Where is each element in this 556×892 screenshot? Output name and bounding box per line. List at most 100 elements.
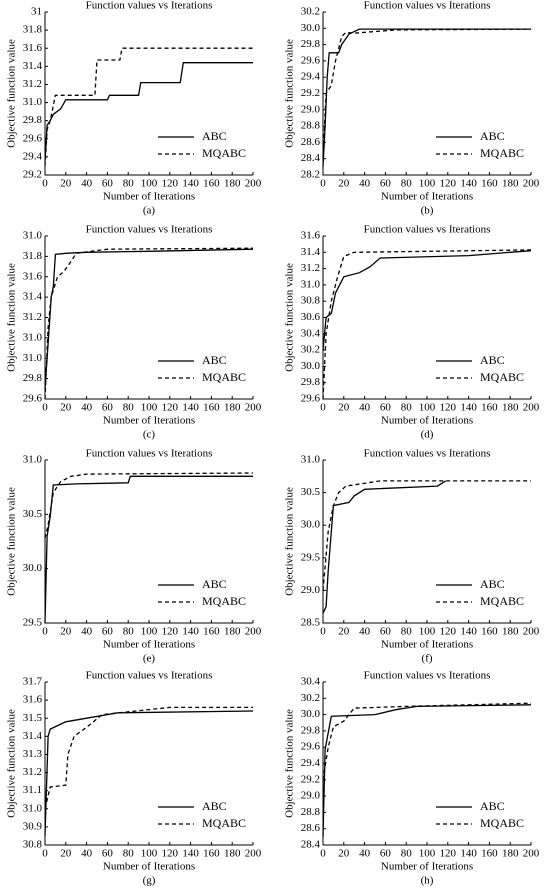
- series-line: [322, 250, 532, 351]
- series-line: [322, 249, 532, 400]
- y-tick-label: 29.5: [301, 551, 321, 563]
- chart-title: Function values vs Iterations: [364, 0, 491, 12]
- y-tick-label: 31.0: [23, 96, 43, 108]
- y-tick-label: 30.2: [301, 692, 320, 704]
- x-tick-label: 60: [102, 626, 114, 638]
- y-tick-label: 29.4: [23, 150, 43, 162]
- x-tick-label: 160: [481, 848, 498, 860]
- y-tick-label: 30.9: [23, 820, 43, 832]
- x-tick-label: 20: [60, 402, 72, 414]
- x-tick-label: 0: [42, 178, 48, 190]
- x-tick-label: 80: [401, 626, 413, 638]
- x-tick-label: 140: [182, 178, 199, 190]
- y-tick-label: 31.3: [23, 748, 43, 760]
- y-tick-label: 29.2: [301, 773, 320, 785]
- x-tick-label: 0: [42, 626, 48, 638]
- y-tick-label: 30.0: [23, 562, 43, 574]
- x-tick-label: 40: [81, 848, 93, 860]
- y-tick-label: 31.1: [23, 784, 42, 796]
- series-line: [44, 475, 253, 624]
- y-tick-label: 31.6: [23, 694, 43, 706]
- x-tick-label: 40: [359, 626, 371, 638]
- y-tick-label: 28.2: [301, 169, 320, 181]
- x-tick-label: 40: [81, 402, 93, 414]
- chart-title: Function values vs Iterations: [86, 670, 213, 682]
- legend-label: MQABC: [480, 594, 524, 608]
- y-tick-label: 31.0: [301, 454, 321, 466]
- x-tick-label: 80: [123, 848, 135, 860]
- y-tick-label: 31: [31, 6, 42, 18]
- y-tick-label: 29.6: [23, 132, 43, 144]
- legend-label: ABC: [202, 353, 227, 367]
- x-tick-label: 0: [320, 402, 326, 414]
- x-tick-label: 100: [419, 402, 436, 414]
- y-tick-label: 31.6: [23, 42, 43, 54]
- x-tick-label: 120: [440, 626, 457, 638]
- caption: (e): [143, 653, 156, 665]
- caption: (f): [422, 653, 433, 665]
- y-tick-label: 30.5: [23, 508, 43, 520]
- x-tick-label: 200: [523, 626, 540, 638]
- y-axis-label: Objective function value: [6, 487, 18, 596]
- series-line: [322, 702, 532, 780]
- x-axis-label: Number of Iterations: [381, 639, 473, 651]
- y-tick-label: 28.8: [301, 806, 321, 818]
- y-tick-label: 31.2: [23, 311, 42, 323]
- y-tick-label: 30.0: [301, 519, 321, 531]
- y-tick-label: 29.6: [301, 393, 321, 405]
- x-tick-label: 40: [81, 178, 93, 190]
- legend-label: MQABC: [480, 146, 524, 160]
- legend-label: MQABC: [202, 370, 246, 384]
- x-tick-label: 200: [245, 178, 262, 190]
- x-tick-label: 200: [245, 626, 262, 638]
- x-tick-label: 140: [460, 848, 477, 860]
- x-tick-label: 100: [141, 848, 158, 860]
- legend-label: ABC: [480, 129, 505, 143]
- series-line: [44, 710, 254, 836]
- y-tick-label: 29.4: [301, 71, 321, 83]
- x-tick-label: 100: [419, 848, 436, 860]
- x-tick-label: 20: [60, 848, 72, 860]
- series-line: [322, 480, 447, 614]
- x-tick-label: 60: [380, 626, 392, 638]
- x-tick-label: 180: [224, 402, 241, 414]
- series-line: [44, 706, 253, 809]
- x-tick-label: 160: [481, 402, 498, 414]
- legend-label: ABC: [480, 799, 505, 813]
- x-tick-label: 140: [182, 848, 199, 860]
- y-tick-label: 28.6: [301, 822, 321, 834]
- y-tick-label: 28.4: [301, 839, 321, 851]
- y-tick-label: 28.4: [301, 152, 321, 164]
- x-tick-label: 100: [419, 626, 436, 638]
- x-tick-label: 0: [320, 178, 326, 190]
- legend-label: ABC: [480, 353, 505, 367]
- chart-title: Function values vs Iterations: [86, 224, 213, 236]
- y-tick-label: 31.0: [301, 278, 321, 290]
- y-tick-label: 29.4: [301, 757, 321, 769]
- x-tick-label: 200: [523, 178, 540, 190]
- y-tick-label: 31.6: [301, 230, 321, 242]
- y-tick-label: 31.2: [301, 262, 320, 274]
- x-tick-label: 80: [123, 626, 135, 638]
- x-tick-label: 20: [338, 626, 350, 638]
- x-tick-label: 120: [162, 402, 179, 414]
- y-tick-label: 31.8: [23, 24, 43, 36]
- y-tick-label: 28.5: [301, 617, 321, 629]
- x-axis-label: Number of Iterations: [381, 415, 473, 427]
- x-tick-label: 0: [42, 402, 48, 414]
- x-tick-label: 60: [380, 848, 392, 860]
- x-tick-label: 60: [102, 402, 114, 414]
- x-tick-label: 180: [502, 178, 519, 190]
- y-tick-label: 31.0: [23, 230, 43, 242]
- x-tick-label: 200: [523, 848, 540, 860]
- x-tick-label: 120: [440, 178, 457, 190]
- x-tick-label: 160: [203, 178, 220, 190]
- x-tick-label: 40: [81, 626, 93, 638]
- x-tick-label: 160: [481, 626, 498, 638]
- x-tick-label: 140: [460, 402, 477, 414]
- series-line: [322, 480, 531, 591]
- caption: (h): [421, 875, 434, 887]
- x-tick-label: 140: [182, 402, 199, 414]
- y-tick-label: 30.0: [301, 22, 321, 34]
